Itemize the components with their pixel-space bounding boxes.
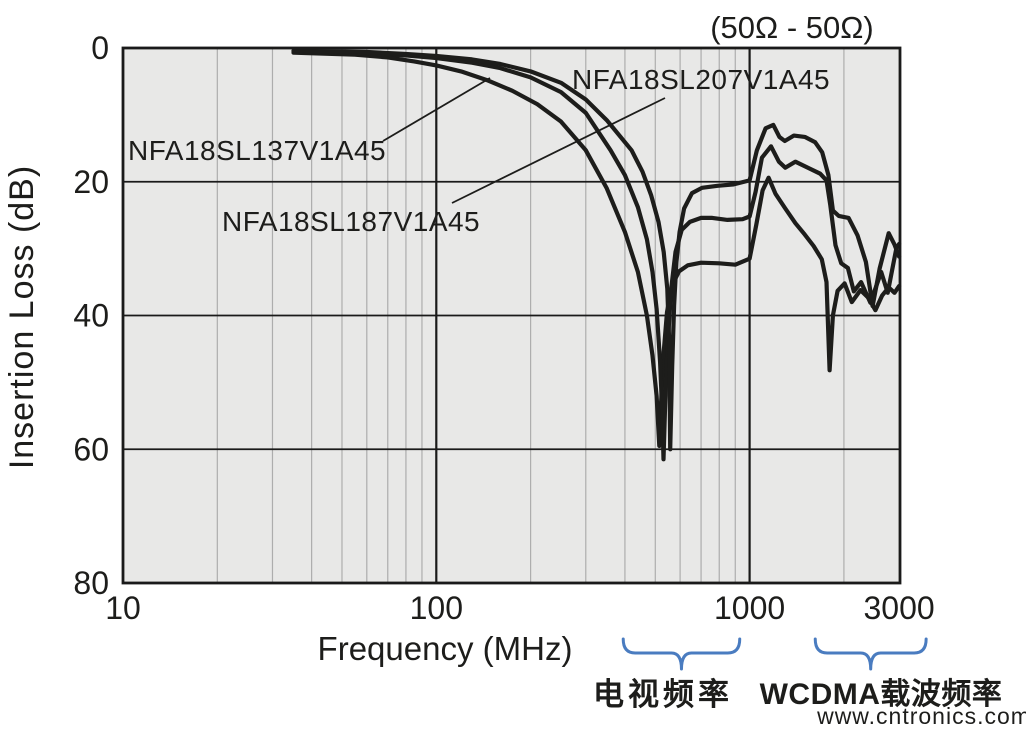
y-tick-0: 0 <box>91 30 109 66</box>
y-tick-60: 60 <box>73 431 109 467</box>
watermark-text: www.cntronics.com <box>816 703 1026 729</box>
band-brace-tv <box>621 637 742 671</box>
x-tick-100: 100 <box>410 590 463 626</box>
curve-group <box>291 48 902 462</box>
band-brace-wcdma <box>813 637 928 671</box>
y-tick-20: 20 <box>73 164 109 200</box>
curve-nfa18sl187v1a45 <box>291 49 902 462</box>
y-tick-40: 40 <box>73 298 109 334</box>
x-tick-10: 10 <box>105 590 141 626</box>
callout-leader-lines <box>382 77 666 204</box>
series-label-nfa18sl207: NFA18SL207V1A45 <box>572 64 830 95</box>
series-label-nfa18sl187: NFA18SL187V1A45 <box>222 206 480 237</box>
y-tick-80: 80 <box>73 565 109 601</box>
curve-nfa18sl207v1a45 <box>291 48 902 452</box>
curve-nfa18sl137v1a45 <box>291 50 902 448</box>
frequency-band-braces <box>621 637 928 671</box>
x-tick-3000: 3000 <box>863 590 934 626</box>
y-axis-tick-labels: 0 20 40 60 80 <box>73 30 109 601</box>
x-axis-tick-labels: 10 100 1000 3000 <box>105 590 934 626</box>
x-tick-1000: 1000 <box>714 590 785 626</box>
x-axis-label: Frequency (MHz) <box>318 630 573 667</box>
chart-title: (50Ω - 50Ω) <box>710 10 874 45</box>
band-label-tv-frequency: 电视频率 <box>593 677 733 712</box>
series-label-nfa18sl137: NFA18SL137V1A45 <box>128 135 386 166</box>
band-label-wcdma-carrier-frequency: WCDMA载波频率 <box>760 678 1003 711</box>
leader-line-187-207 <box>451 97 666 204</box>
leader-line-137 <box>382 77 491 142</box>
plot-border <box>121 46 902 585</box>
y-axis-label: Insertion Loss (dB) <box>3 165 41 469</box>
